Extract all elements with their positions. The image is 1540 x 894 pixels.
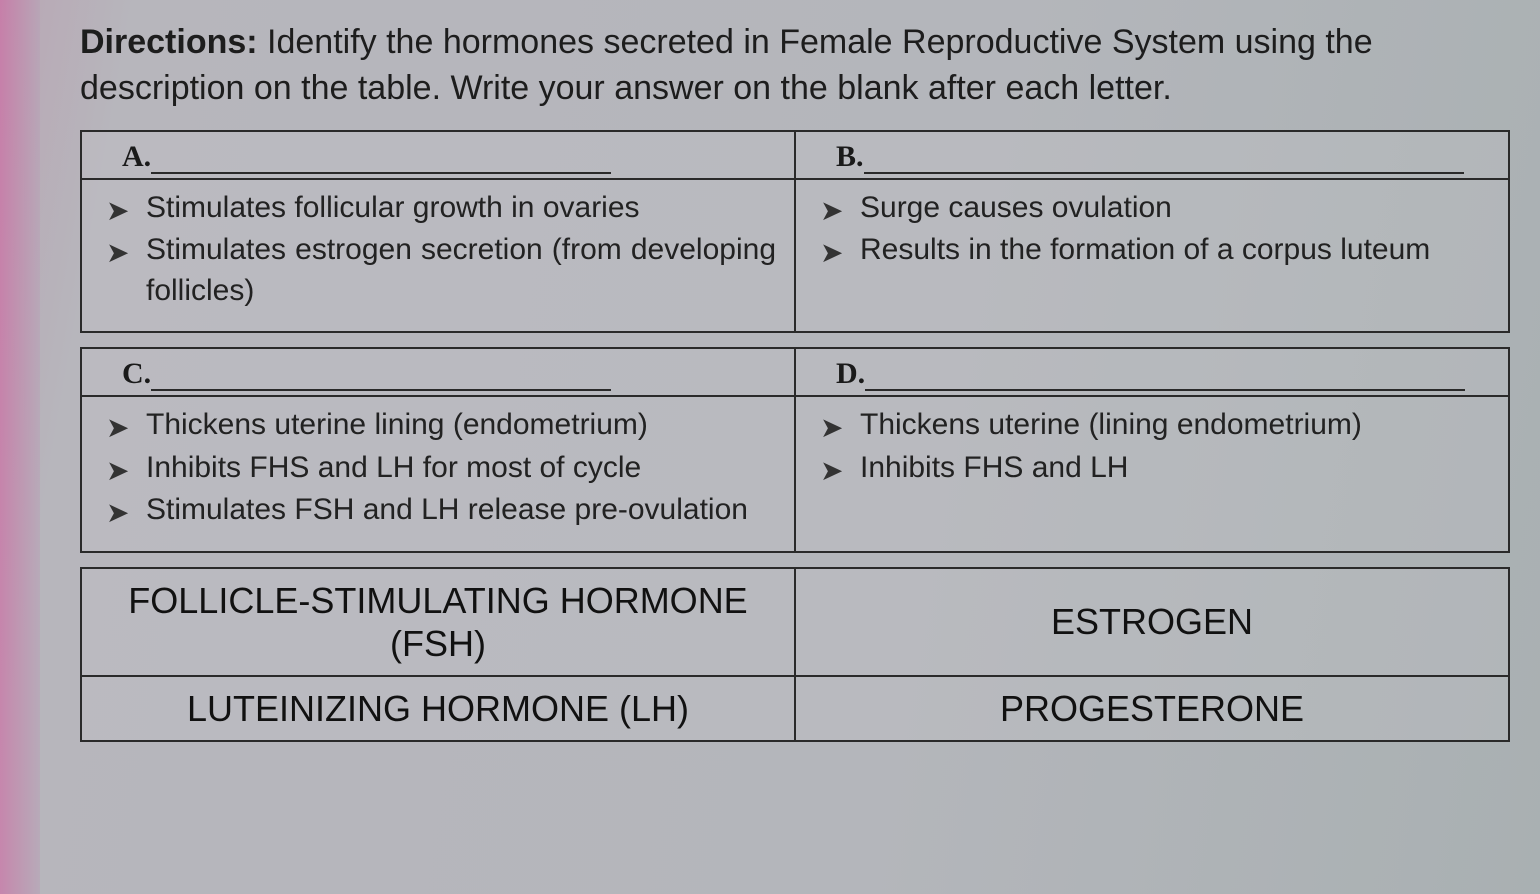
- cell-A-letter: A.: [122, 140, 151, 173]
- cell-B-body: ➤ Surge causes ovulation ➤ Results in the …: [796, 180, 1508, 291]
- blank-B[interactable]: [864, 141, 1464, 174]
- cell-C: C. ➤ Thickens uterine lining (endometrium…: [81, 348, 795, 552]
- cell-B-list: ➤ Surge causes ovulation ➤ Results in the …: [814, 188, 1490, 271]
- cell-A-item-1: Stimulates estrogen secretion (from deve…: [146, 233, 776, 307]
- list-item: ➤ Thickens uterine lining (endometrium): [100, 405, 776, 446]
- cell-B-item-0: Surge causes ovulation: [860, 191, 1172, 224]
- bullet-arrow-icon: ➤: [106, 192, 129, 230]
- cell-D-header: D.: [796, 349, 1508, 397]
- list-item: ➤ Stimulates follicular growth in ovaries: [100, 188, 776, 229]
- cell-C-letter: C.: [122, 357, 151, 390]
- bullet-arrow-icon: ➤: [820, 234, 843, 272]
- answer-bank-table: FOLLICLE-STIMULATING HORMONE (FSH) ESTRO…: [80, 567, 1510, 743]
- bullet-arrow-icon: ➤: [106, 494, 129, 532]
- blank-C[interactable]: [151, 358, 611, 391]
- list-item: ➤ Stimulates FSH and LH release pre-ovula…: [100, 490, 776, 531]
- cell-D-body: ➤ Thickens uterine (lining endometrium) ➤…: [796, 397, 1508, 508]
- question-table-2: C. ➤ Thickens uterine lining (endometrium…: [80, 347, 1510, 553]
- directions-paragraph: Directions: Identify the hormones secret…: [80, 20, 1510, 112]
- answer-fsh: FOLLICLE-STIMULATING HORMONE (FSH): [81, 568, 795, 676]
- cell-D-letter: D.: [836, 357, 865, 390]
- bullet-arrow-icon: ➤: [820, 409, 843, 447]
- cell-A-item-0: Stimulates follicular growth in ovaries: [146, 191, 640, 224]
- blank-A[interactable]: [151, 141, 611, 174]
- answer-progesterone: PROGESTERONE: [795, 676, 1509, 741]
- cell-C-item-2: Stimulates FSH and LH release pre-ovulat…: [146, 493, 748, 526]
- bullet-arrow-icon: ➤: [106, 234, 129, 272]
- bullet-arrow-icon: ➤: [106, 409, 129, 447]
- cell-C-item-1: Inhibits FHS and LH for most of cycle: [146, 451, 641, 484]
- cell-A-header: A.: [82, 132, 794, 180]
- question-table-1: A. ➤ Stimulates follicular growth in ovar…: [80, 130, 1510, 334]
- cell-A: A. ➤ Stimulates follicular growth in ovar…: [81, 131, 795, 333]
- cell-B-item-1: Results in the formation of a corpus lut…: [860, 233, 1430, 266]
- cell-D: D. ➤ Thickens uterine (lining endometrium…: [795, 348, 1509, 552]
- directions-text: Identify the hormones secreted in Female…: [80, 23, 1373, 107]
- cell-D-item-1: Inhibits FHS and LH: [860, 451, 1128, 484]
- answer-lh: LUTEINIZING HORMONE (LH): [81, 676, 795, 741]
- cell-C-list: ➤ Thickens uterine lining (endometrium) ➤…: [100, 405, 776, 531]
- directions-label: Directions:: [80, 23, 258, 61]
- list-item: ➤ Thickens uterine (lining endometrium): [814, 405, 1490, 446]
- bullet-arrow-icon: ➤: [820, 452, 843, 490]
- cell-D-list: ➤ Thickens uterine (lining endometrium) ➤…: [814, 405, 1490, 488]
- list-item: ➤ Stimulates estrogen secretion (from dev…: [100, 230, 776, 311]
- cell-B: B. ➤ Surge causes ovulation ➤ Results in t…: [795, 131, 1509, 333]
- worksheet-page: Directions: Identify the hormones secret…: [0, 0, 1540, 894]
- cell-C-header: C.: [82, 349, 794, 397]
- cell-C-body: ➤ Thickens uterine lining (endometrium) ➤…: [82, 397, 794, 551]
- cell-C-item-0: Thickens uterine lining (endometrium): [146, 408, 648, 441]
- cell-A-list: ➤ Stimulates follicular growth in ovaries…: [100, 188, 776, 312]
- list-item: ➤ Inhibits FHS and LH for most of cycle: [100, 448, 776, 489]
- answer-estrogen: ESTROGEN: [795, 568, 1509, 676]
- list-item: ➤ Surge causes ovulation: [814, 188, 1490, 229]
- list-item: ➤ Results in the formation of a corpus lu…: [814, 230, 1490, 271]
- cell-B-header: B.: [796, 132, 1508, 180]
- list-item: ➤ Inhibits FHS and LH: [814, 448, 1490, 489]
- cell-D-item-0: Thickens uterine (lining endometrium): [860, 408, 1362, 441]
- blank-D[interactable]: [865, 358, 1465, 391]
- cell-A-body: ➤ Stimulates follicular growth in ovaries…: [82, 180, 794, 332]
- bullet-arrow-icon: ➤: [820, 192, 843, 230]
- bullet-arrow-icon: ➤: [106, 452, 129, 490]
- cell-B-letter: B.: [836, 140, 864, 173]
